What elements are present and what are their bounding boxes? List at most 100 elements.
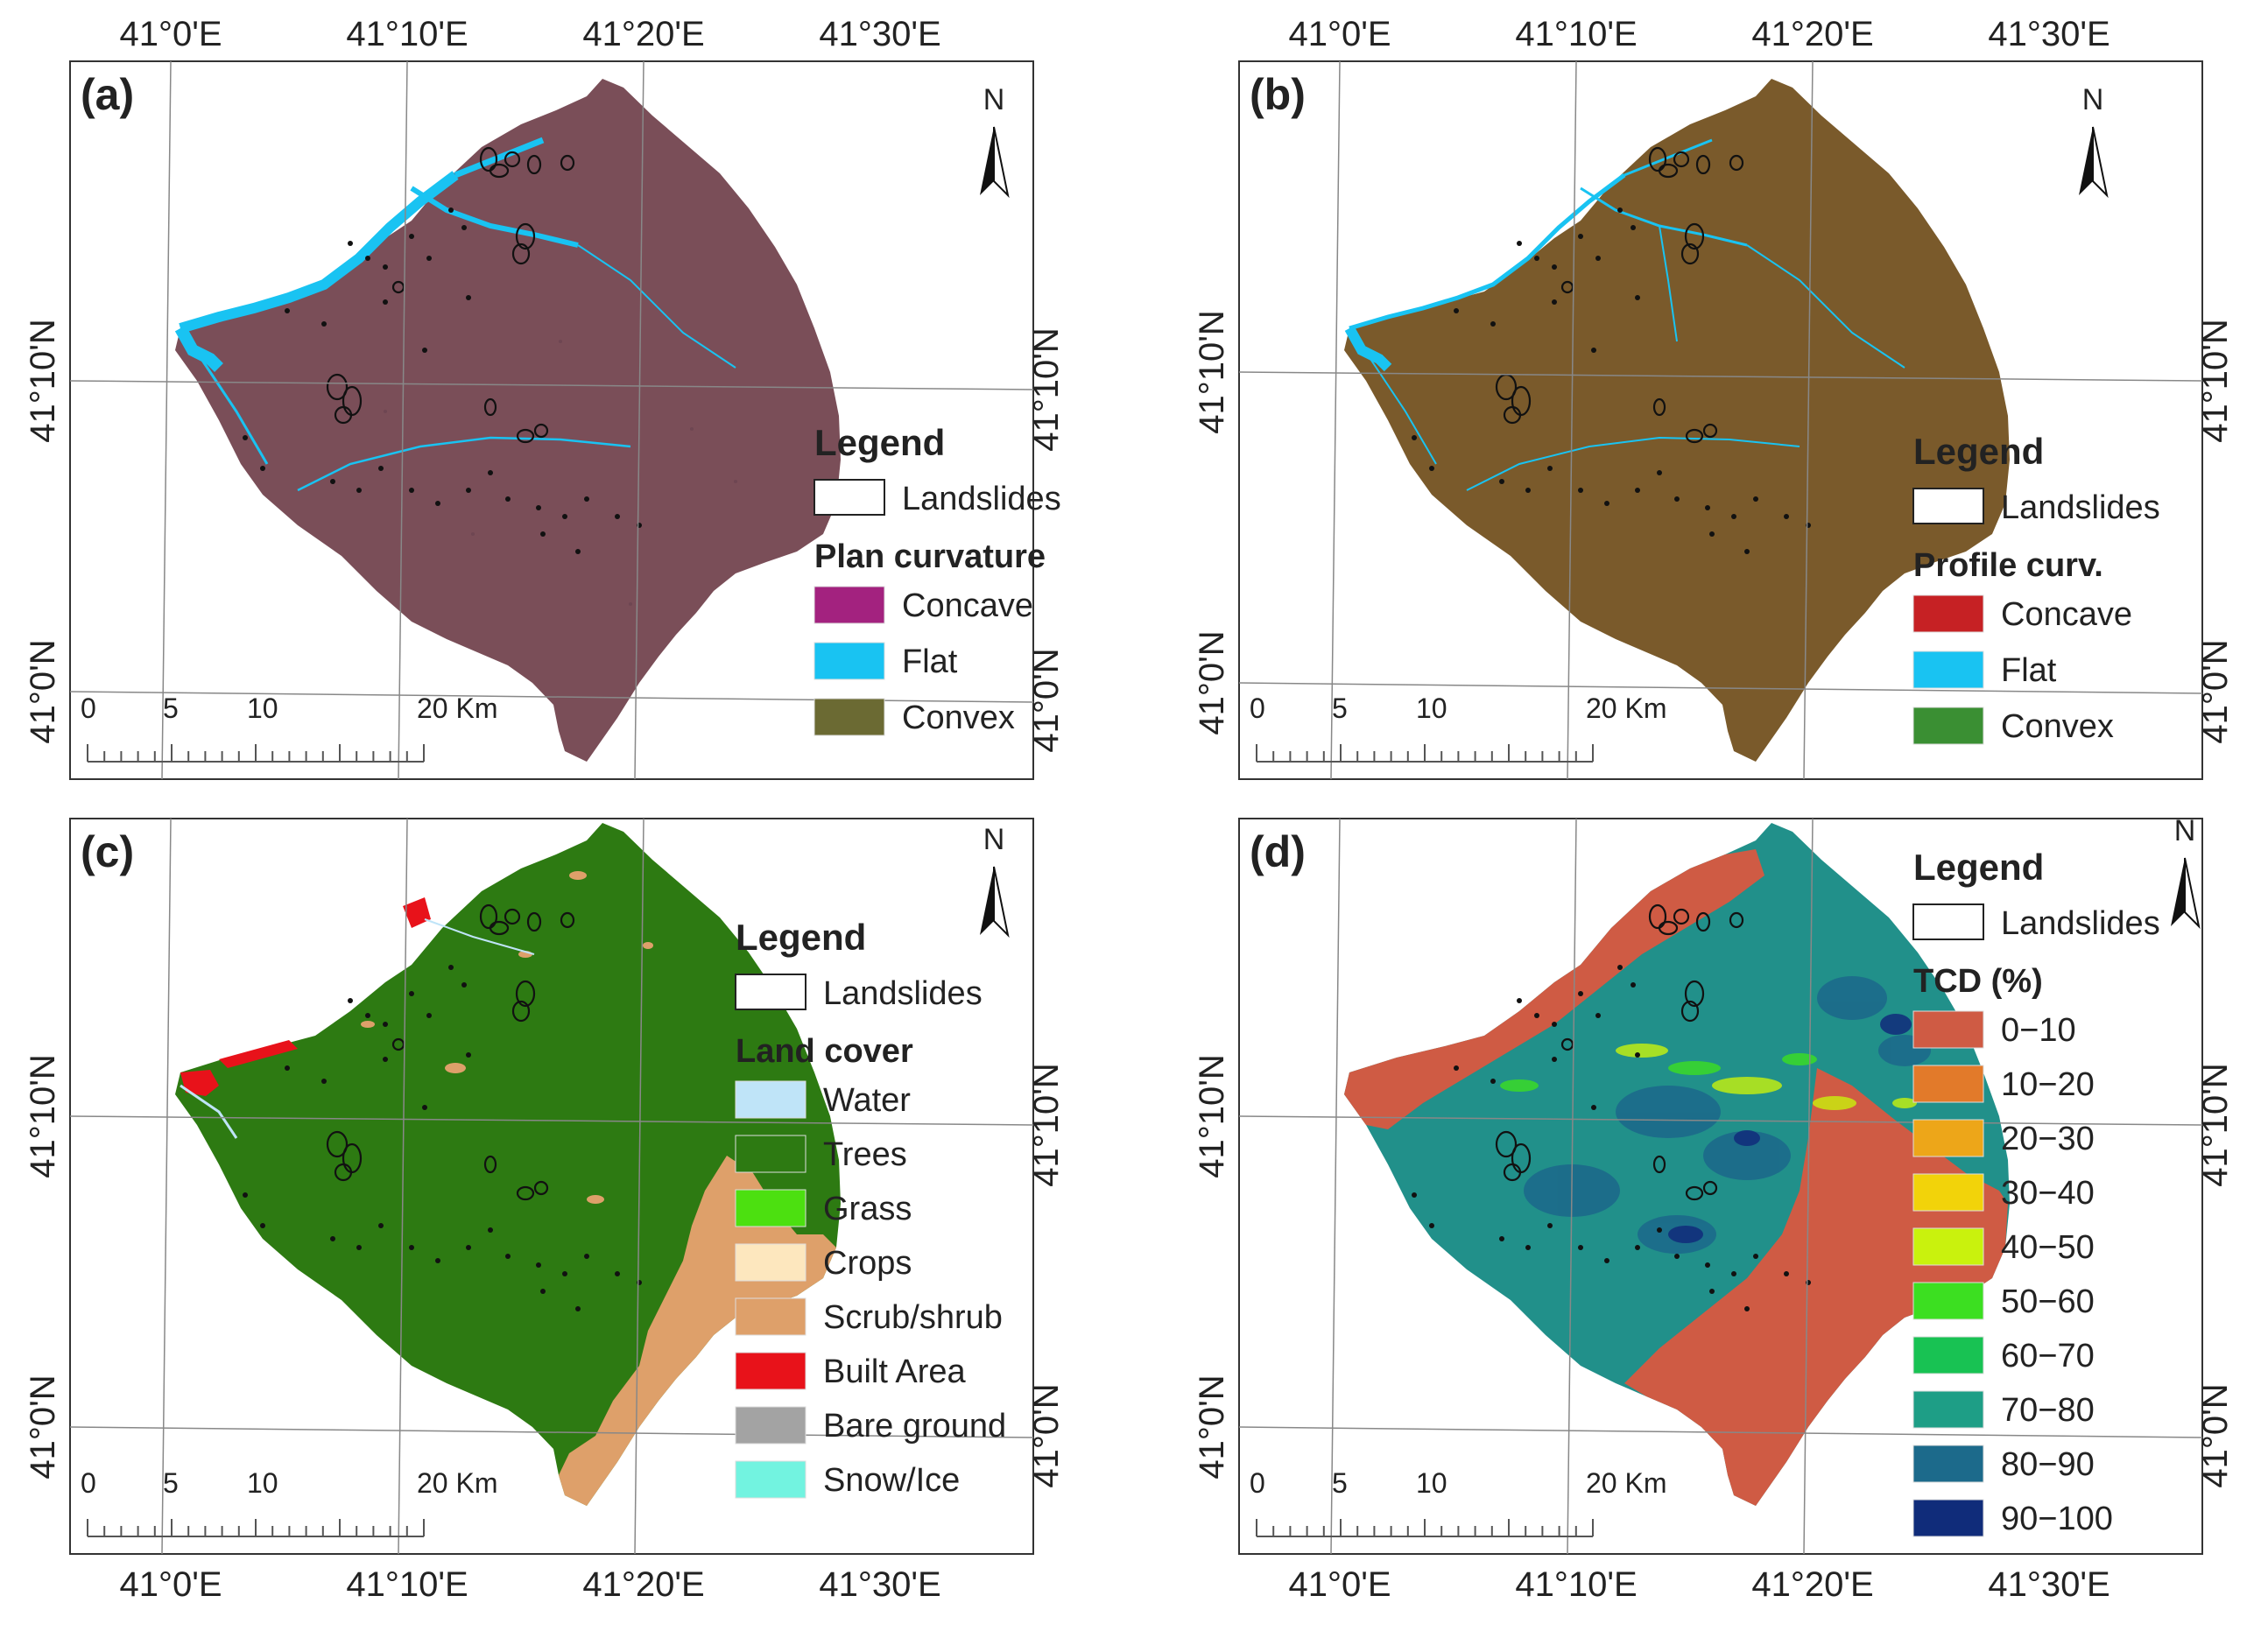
latitude-label-left: 41°10'N — [1193, 310, 1231, 434]
tcd-mid-patches — [1616, 1044, 1917, 1110]
landslides-swatch — [814, 479, 885, 516]
legend-item-label: 70−80 — [2001, 1392, 2095, 1429]
panel-a-annotations: (a) 41°0'E 41°10'E 41°20'E 41°30'E 41°10'N 41°… — [24, 15, 1066, 763]
legend: Legend Landslides Profile curv. Concave Flat… — [1912, 431, 2160, 745]
legend-item-label: Convex — [2001, 708, 2114, 745]
legend-swatch — [735, 1189, 806, 1227]
legend-title: Legend — [736, 917, 866, 958]
legend-item-label: Trees — [823, 1136, 907, 1173]
legend-item-label: 10−20 — [2001, 1066, 2095, 1103]
legend-item-label: 40−50 — [2001, 1229, 2095, 1266]
legend-item-label: 30−40 — [2001, 1175, 2095, 1212]
legend-item-label: Flat — [2001, 652, 2057, 689]
built-area — [180, 1070, 219, 1096]
watershed-area — [174, 79, 841, 762]
scale-label: 10 — [247, 1467, 278, 1499]
legend-item-label: Snow/Ice — [823, 1462, 960, 1499]
longitude-label: 41°20'E — [1751, 15, 1873, 53]
longitude-label: 41°30'E — [1988, 1565, 2110, 1604]
graticule — [69, 818, 1034, 1555]
legend-subtitle: Profile curv. — [1913, 547, 2103, 584]
legend-landslides-label: Landslides — [823, 975, 983, 1012]
longitude-label: 41°30'E — [819, 1565, 940, 1604]
legend-item-label: Water — [823, 1082, 911, 1119]
legend-swatch — [735, 1352, 806, 1390]
scale-label: 0 — [1250, 1467, 1265, 1499]
panel-d-annotations: (d) 41°0'E 41°10'E 41°20'E 41°30'E 41°10'N 41°… — [1193, 814, 2235, 1604]
legend-item-label: 20−30 — [2001, 1121, 2095, 1157]
longitude-label: 41°20'E — [582, 1565, 704, 1604]
longitude-label: 41°10'E — [1515, 1565, 1637, 1604]
legend-item-label: Bare ground — [823, 1408, 1006, 1445]
scale-label: 20 Km — [417, 1467, 497, 1499]
watershed-area — [1344, 79, 2010, 762]
landslides-swatch — [735, 974, 806, 1010]
scale-label: 5 — [163, 692, 179, 724]
latitude-label-right: 41°0'N — [1027, 1383, 1066, 1487]
scale-bar: 0 5 10 20 Km — [1250, 692, 1666, 763]
graticule — [1238, 60, 2203, 780]
legend-item-label: 50−60 — [2001, 1283, 2095, 1320]
legend-title: Legend — [814, 422, 945, 463]
north-label: N — [2174, 814, 2196, 847]
north-label: N — [983, 83, 1005, 116]
legend-swatch — [1912, 1119, 1984, 1157]
scale-bar: 0 5 10 20 Km — [81, 692, 497, 763]
panel-label: (d) — [1250, 827, 1306, 876]
legend-title: Legend — [1913, 431, 2044, 472]
legend-swatch — [1912, 1336, 1984, 1374]
longitude-label: 41°20'E — [1751, 1565, 1873, 1604]
legend-item-label: Concave — [902, 587, 1033, 624]
drainage-network — [1344, 138, 1905, 491]
north-arrow-icon: N — [2079, 83, 2109, 199]
built-area — [403, 897, 431, 928]
north-arrow-icon: N — [2171, 814, 2201, 930]
north-arrow-icon: N — [980, 83, 1010, 199]
panel-b — [1238, 60, 2203, 780]
legend-item-label: 90−100 — [2001, 1501, 2113, 1537]
legend-item-label: Convex — [902, 699, 1015, 736]
legend: Legend Landslides TCD (%) 0−10 10−20 20−30 30−… — [1912, 847, 2160, 1537]
scale-label: 0 — [81, 1467, 96, 1499]
panel-label: (b) — [1250, 70, 1306, 119]
latitude-label-right: 41°0'N — [2196, 1383, 2235, 1487]
scale-label: 10 — [1416, 1467, 1447, 1499]
longitude-label: 41°30'E — [1988, 15, 2110, 53]
crop-patches — [361, 871, 653, 1204]
scale-label: 5 — [163, 1467, 179, 1499]
panel-label: (a) — [81, 70, 134, 119]
legend-item-label: 80−90 — [2001, 1446, 2095, 1483]
longitude-label: 41°10'E — [1515, 15, 1637, 53]
scale-bar: 0 5 10 20 Km — [81, 1467, 497, 1537]
latitude-label-left: 41°0'N — [24, 639, 62, 743]
legend-swatch — [814, 642, 885, 680]
legend-swatch — [1912, 1445, 1984, 1483]
legend-title: Legend — [1913, 847, 2044, 888]
legend-swatch — [1912, 1173, 1984, 1212]
scale-label: 0 — [1250, 692, 1265, 724]
panel-a — [69, 60, 1034, 780]
legend-subtitle: Plan curvature — [814, 538, 1046, 575]
longitude-label: 41°0'E — [1288, 15, 1391, 53]
legend-swatch — [735, 1080, 806, 1119]
scale-label: 20 Km — [1586, 692, 1666, 724]
legend-swatch — [735, 1243, 806, 1282]
legend-subtitle: TCD (%) — [1913, 963, 2043, 1000]
legend-item-label: Flat — [902, 643, 958, 680]
scale-label: 5 — [1332, 692, 1348, 724]
latitude-label-right: 41°0'N — [2196, 639, 2235, 743]
legend-swatch — [735, 1297, 806, 1336]
legend-landslides-label: Landslides — [902, 481, 1061, 517]
legend-swatch — [814, 698, 885, 736]
legend-swatch — [1912, 1282, 1984, 1320]
scale-label: 10 — [247, 692, 278, 724]
north-arrow-icon: N — [980, 823, 1010, 939]
north-label: N — [2082, 83, 2104, 116]
water-line — [180, 1084, 238, 1139]
legend-swatch — [735, 1460, 806, 1499]
latitude-label-right: 41°10'N — [1027, 1063, 1066, 1187]
latitude-label-right: 41°0'N — [1027, 648, 1066, 752]
latitude-label-right: 41°10'N — [2196, 319, 2235, 443]
legend: Legend Landslides Plan curvature Concave Fla… — [814, 422, 1061, 736]
